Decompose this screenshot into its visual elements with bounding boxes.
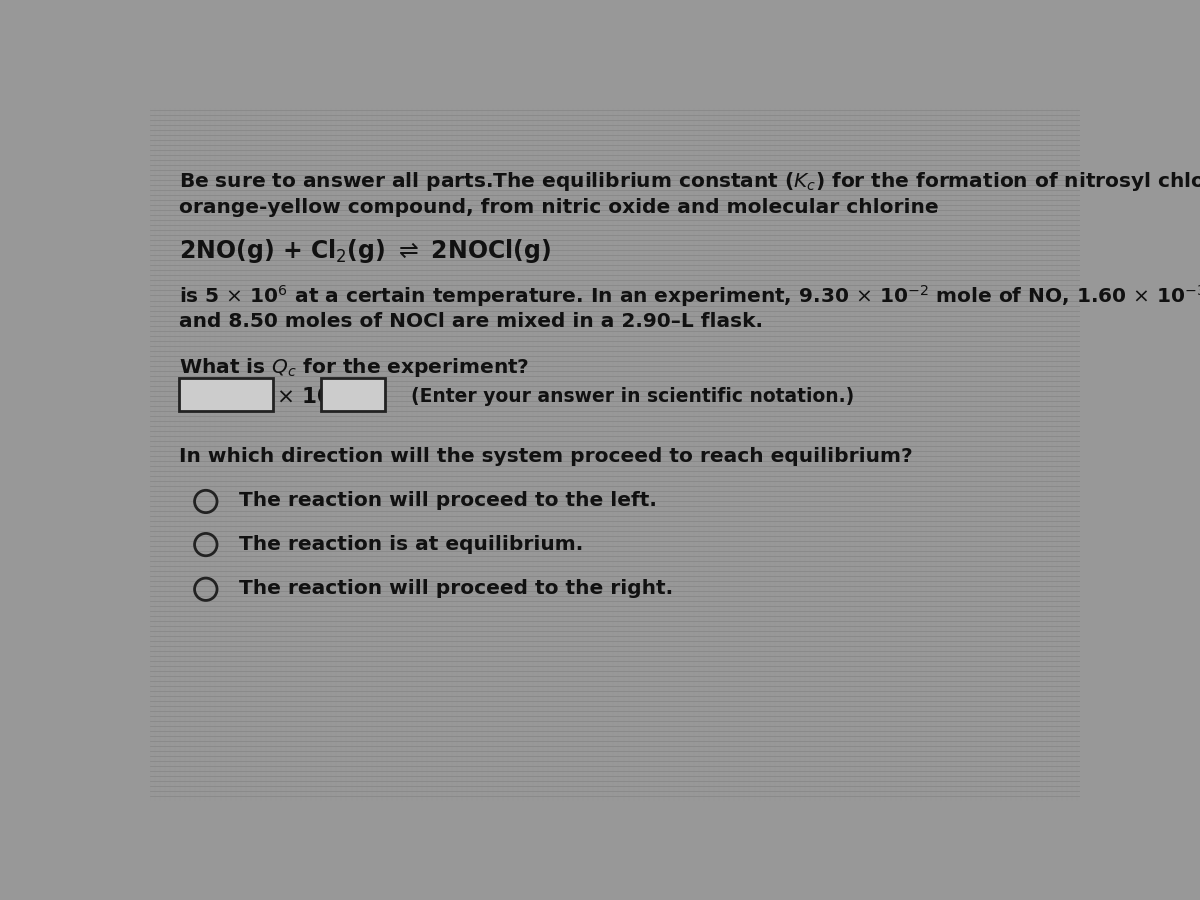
Text: What is $Q_c$ for the experiment?: What is $Q_c$ for the experiment? — [180, 356, 529, 379]
Text: and 8.50 moles of NOCl are mixed in a 2.90–L flask.: and 8.50 moles of NOCl are mixed in a 2.… — [180, 312, 763, 331]
Text: The reaction will proceed to the left.: The reaction will proceed to the left. — [239, 491, 658, 510]
FancyBboxPatch shape — [179, 378, 274, 410]
Text: The reaction will proceed to the right.: The reaction will proceed to the right. — [239, 580, 673, 598]
Text: In which direction will the system proceed to reach equilibrium?: In which direction will the system proce… — [180, 446, 913, 466]
Text: orange-yellow compound, from nitric oxide and molecular chlorine: orange-yellow compound, from nitric oxid… — [180, 198, 940, 217]
Text: Be sure to answer all parts.The equilibrium constant ($K_c$) for the formation o: Be sure to answer all parts.The equilibr… — [180, 169, 1200, 193]
Text: (Enter your answer in scientific notation.): (Enter your answer in scientific notatio… — [412, 387, 854, 406]
Text: 2NO(g) + Cl$_2$(g) $\rightleftharpoons$ 2NOCl(g): 2NO(g) + Cl$_2$(g) $\rightleftharpoons$ … — [180, 238, 552, 266]
FancyBboxPatch shape — [322, 378, 385, 410]
Text: $\times$ 10: $\times$ 10 — [276, 387, 332, 407]
Text: is 5 $\times$ 10$^6$ at a certain temperature. In an experiment, 9.30 $\times$ 1: is 5 $\times$ 10$^6$ at a certain temper… — [180, 284, 1200, 310]
Text: The reaction is at equilibrium.: The reaction is at equilibrium. — [239, 535, 583, 554]
